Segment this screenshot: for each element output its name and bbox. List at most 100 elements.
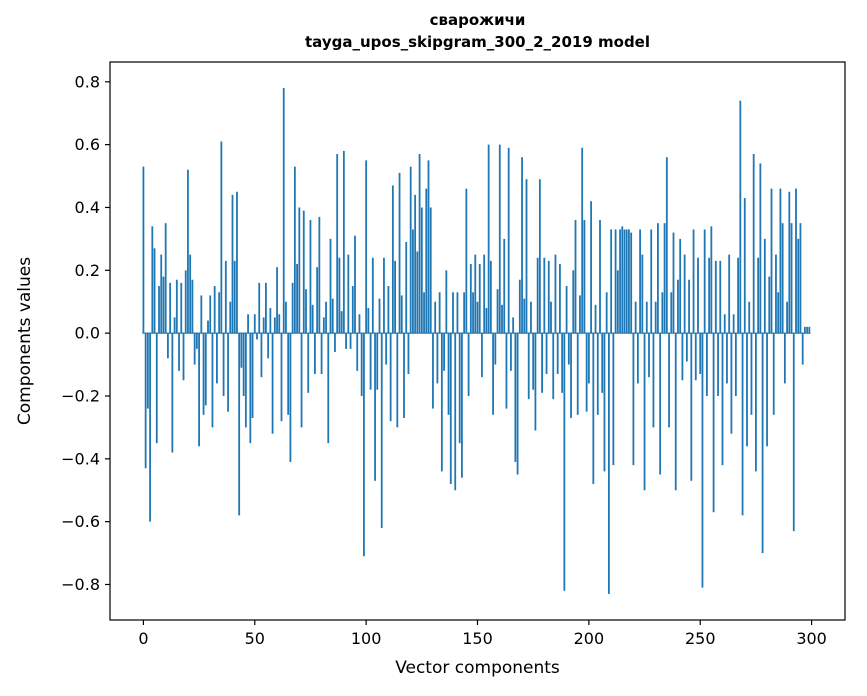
bar [146, 333, 149, 409]
bar [489, 260, 492, 334]
bar [576, 333, 579, 415]
bar [202, 333, 205, 415]
bar [242, 333, 245, 396]
bar [449, 333, 452, 484]
zero-baseline [142, 332, 811, 334]
bar [505, 333, 508, 409]
bar [144, 333, 147, 469]
bar [338, 257, 341, 334]
bar [728, 254, 731, 334]
bar [781, 223, 784, 334]
bar [596, 333, 599, 415]
bar [612, 333, 615, 466]
bar [768, 276, 771, 334]
bar [741, 333, 744, 516]
bar [445, 270, 448, 334]
bar [786, 301, 788, 334]
bar [583, 220, 586, 334]
bar [755, 333, 757, 472]
bar [761, 333, 764, 554]
bar [276, 267, 278, 334]
bar [788, 191, 791, 334]
bar [487, 144, 490, 334]
bar [405, 242, 408, 334]
bar [318, 216, 321, 334]
y-tick-label: −0.2 [61, 386, 100, 405]
bar [496, 289, 499, 334]
bar [534, 333, 537, 431]
bar [579, 295, 581, 334]
bar [554, 254, 557, 334]
bar [182, 333, 185, 381]
bar [187, 169, 189, 334]
bar [253, 314, 256, 334]
bar [269, 308, 272, 334]
y-tick-label: 0.6 [75, 135, 100, 154]
bar [155, 333, 158, 444]
bar [423, 292, 425, 334]
bar [238, 333, 241, 516]
bar [347, 254, 350, 334]
bar [494, 333, 497, 365]
bar [467, 333, 470, 396]
bar [291, 282, 294, 334]
bar [636, 333, 639, 384]
bar [440, 333, 443, 472]
bar [409, 166, 412, 334]
bar [692, 229, 695, 334]
bar [714, 260, 717, 334]
bar [258, 282, 261, 334]
bar [267, 333, 270, 359]
bar [342, 150, 345, 334]
bar [209, 295, 212, 334]
bar [719, 260, 722, 334]
y-tick-label: 0.4 [75, 198, 100, 217]
bar [623, 229, 626, 334]
bar [645, 301, 648, 334]
bar [748, 301, 751, 334]
bar [634, 301, 637, 334]
bar [737, 257, 739, 334]
bar [280, 333, 283, 422]
bar [220, 141, 223, 334]
bar [699, 333, 702, 374]
bar [759, 163, 762, 334]
bar [356, 333, 359, 371]
bar [403, 333, 405, 418]
bar [721, 333, 724, 466]
bar [726, 333, 728, 384]
bar [797, 238, 800, 334]
bar [512, 317, 515, 334]
bar [167, 333, 169, 359]
y-tick-label: −0.4 [61, 449, 100, 468]
bar [485, 308, 488, 334]
bar [329, 238, 332, 334]
bar [461, 333, 463, 478]
bar [204, 333, 207, 406]
bar [160, 254, 163, 334]
bar [354, 235, 356, 334]
bar [665, 157, 668, 334]
bar [213, 286, 216, 334]
bar [193, 333, 196, 365]
bar [498, 144, 501, 334]
bar [599, 220, 601, 334]
bar [795, 188, 797, 334]
bar [349, 333, 352, 349]
bar [142, 166, 145, 334]
bar [590, 201, 592, 334]
bar [469, 264, 472, 334]
bar [296, 264, 298, 334]
chart-title: сварожичи tayga_upos_skipgram_300_2_2019… [110, 10, 845, 54]
bar [530, 301, 532, 334]
bar [730, 333, 733, 434]
bar [521, 157, 523, 334]
bar [387, 286, 390, 334]
bar [516, 333, 519, 475]
bar [195, 333, 198, 349]
bar [806, 326, 809, 334]
bar [779, 188, 782, 334]
x-tick-label: 50 [245, 629, 265, 648]
bar [706, 333, 708, 396]
